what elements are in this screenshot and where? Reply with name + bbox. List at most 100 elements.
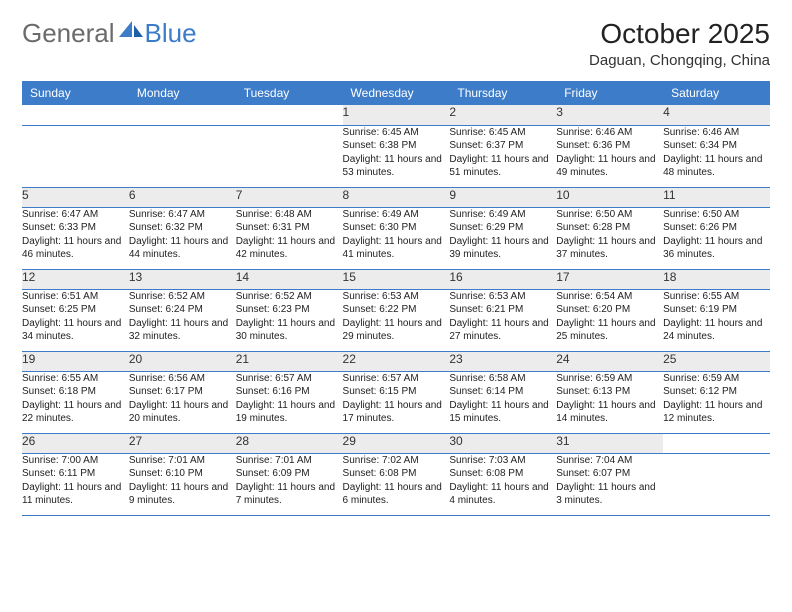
sunrise-text: Sunrise: 6:50 AM	[556, 208, 663, 222]
daylight-text: Daylight: 11 hours and 44 minutes.	[129, 235, 236, 262]
day-number-cell: 5	[22, 187, 129, 207]
day-number-cell: 3	[556, 105, 663, 125]
day-detail-row: Sunrise: 6:45 AMSunset: 6:38 PMDaylight:…	[22, 125, 770, 187]
day-number-cell: 22	[343, 351, 450, 371]
daylight-text: Daylight: 11 hours and 22 minutes.	[22, 399, 129, 426]
sunset-text: Sunset: 6:31 PM	[236, 221, 343, 235]
day-detail-cell: Sunrise: 6:52 AMSunset: 6:23 PMDaylight:…	[236, 289, 343, 351]
sunset-text: Sunset: 6:28 PM	[556, 221, 663, 235]
day-number-cell: 10	[556, 187, 663, 207]
day-number-cell	[22, 105, 129, 125]
daylight-text: Daylight: 11 hours and 37 minutes.	[556, 235, 663, 262]
day-detail-cell: Sunrise: 6:45 AMSunset: 6:37 PMDaylight:…	[449, 125, 556, 187]
day-number-cell: 20	[129, 351, 236, 371]
daylight-text: Daylight: 11 hours and 24 minutes.	[663, 317, 770, 344]
day-detail-cell	[663, 453, 770, 515]
daylight-text: Daylight: 11 hours and 39 minutes.	[449, 235, 556, 262]
day-number-cell: 31	[556, 433, 663, 453]
logo-text-general: General	[22, 18, 115, 49]
sunrise-text: Sunrise: 6:54 AM	[556, 290, 663, 304]
weekday-header: Wednesday	[343, 81, 450, 105]
header: General Blue October 2025 Daguan, Chongq…	[22, 18, 770, 69]
weekday-header-row: SundayMondayTuesdayWednesdayThursdayFrid…	[22, 81, 770, 105]
sunrise-text: Sunrise: 6:57 AM	[343, 372, 450, 386]
day-number-cell: 11	[663, 187, 770, 207]
sunrise-text: Sunrise: 6:53 AM	[449, 290, 556, 304]
day-number-cell: 7	[236, 187, 343, 207]
daylight-text: Daylight: 11 hours and 11 minutes.	[22, 481, 129, 508]
daylight-text: Daylight: 11 hours and 14 minutes.	[556, 399, 663, 426]
day-detail-cell: Sunrise: 6:55 AMSunset: 6:19 PMDaylight:…	[663, 289, 770, 351]
sunrise-text: Sunrise: 6:59 AM	[663, 372, 770, 386]
day-number-cell: 6	[129, 187, 236, 207]
daylight-text: Daylight: 11 hours and 6 minutes.	[343, 481, 450, 508]
day-detail-cell: Sunrise: 6:52 AMSunset: 6:24 PMDaylight:…	[129, 289, 236, 351]
sunset-text: Sunset: 6:16 PM	[236, 385, 343, 399]
sunset-text: Sunset: 6:09 PM	[236, 467, 343, 481]
daylight-text: Daylight: 11 hours and 15 minutes.	[449, 399, 556, 426]
logo-sail-icon	[119, 21, 143, 39]
sunrise-text: Sunrise: 7:01 AM	[236, 454, 343, 468]
logo-text-blue: Blue	[145, 18, 197, 49]
daylight-text: Daylight: 11 hours and 17 minutes.	[343, 399, 450, 426]
sunset-text: Sunset: 6:32 PM	[129, 221, 236, 235]
sunrise-text: Sunrise: 7:01 AM	[129, 454, 236, 468]
day-number-cell: 23	[449, 351, 556, 371]
day-detail-cell: Sunrise: 7:03 AMSunset: 6:08 PMDaylight:…	[449, 453, 556, 515]
day-number-cell: 30	[449, 433, 556, 453]
day-detail-cell: Sunrise: 6:49 AMSunset: 6:30 PMDaylight:…	[343, 207, 450, 269]
sunset-text: Sunset: 6:11 PM	[22, 467, 129, 481]
sunset-text: Sunset: 6:38 PM	[343, 139, 450, 153]
day-detail-cell: Sunrise: 6:59 AMSunset: 6:13 PMDaylight:…	[556, 371, 663, 433]
day-detail-cell	[22, 125, 129, 187]
day-number-cell: 2	[449, 105, 556, 125]
sunset-text: Sunset: 6:13 PM	[556, 385, 663, 399]
daylight-text: Daylight: 11 hours and 32 minutes.	[129, 317, 236, 344]
day-detail-cell: Sunrise: 6:46 AMSunset: 6:36 PMDaylight:…	[556, 125, 663, 187]
day-detail-cell: Sunrise: 6:56 AMSunset: 6:17 PMDaylight:…	[129, 371, 236, 433]
sunset-text: Sunset: 6:18 PM	[22, 385, 129, 399]
day-number-cell: 29	[343, 433, 450, 453]
day-number-cell: 28	[236, 433, 343, 453]
day-detail-cell: Sunrise: 6:57 AMSunset: 6:15 PMDaylight:…	[343, 371, 450, 433]
day-number-cell: 8	[343, 187, 450, 207]
daylight-text: Daylight: 11 hours and 36 minutes.	[663, 235, 770, 262]
weekday-header: Tuesday	[236, 81, 343, 105]
sunset-text: Sunset: 6:10 PM	[129, 467, 236, 481]
daylight-text: Daylight: 11 hours and 19 minutes.	[236, 399, 343, 426]
day-detail-cell: Sunrise: 6:53 AMSunset: 6:22 PMDaylight:…	[343, 289, 450, 351]
day-detail-cell: Sunrise: 7:00 AMSunset: 6:11 PMDaylight:…	[22, 453, 129, 515]
day-number-cell: 16	[449, 269, 556, 289]
sunrise-text: Sunrise: 6:55 AM	[22, 372, 129, 386]
daylight-text: Daylight: 11 hours and 51 minutes.	[449, 153, 556, 180]
day-detail-cell: Sunrise: 6:59 AMSunset: 6:12 PMDaylight:…	[663, 371, 770, 433]
sunset-text: Sunset: 6:19 PM	[663, 303, 770, 317]
sunset-text: Sunset: 6:22 PM	[343, 303, 450, 317]
daylight-text: Daylight: 11 hours and 29 minutes.	[343, 317, 450, 344]
day-detail-cell: Sunrise: 6:49 AMSunset: 6:29 PMDaylight:…	[449, 207, 556, 269]
day-detail-row: Sunrise: 6:55 AMSunset: 6:18 PMDaylight:…	[22, 371, 770, 433]
sunset-text: Sunset: 6:14 PM	[449, 385, 556, 399]
daylight-text: Daylight: 11 hours and 20 minutes.	[129, 399, 236, 426]
day-number-cell	[236, 105, 343, 125]
sunrise-text: Sunrise: 6:46 AM	[663, 126, 770, 140]
day-number-cell: 14	[236, 269, 343, 289]
logo: General Blue	[22, 18, 197, 49]
sunrise-text: Sunrise: 6:49 AM	[449, 208, 556, 222]
day-detail-row: Sunrise: 7:00 AMSunset: 6:11 PMDaylight:…	[22, 453, 770, 515]
day-detail-cell: Sunrise: 6:50 AMSunset: 6:26 PMDaylight:…	[663, 207, 770, 269]
sunset-text: Sunset: 6:08 PM	[449, 467, 556, 481]
sunset-text: Sunset: 6:26 PM	[663, 221, 770, 235]
day-number-cell: 9	[449, 187, 556, 207]
day-detail-cell: Sunrise: 6:51 AMSunset: 6:25 PMDaylight:…	[22, 289, 129, 351]
day-number-cell: 15	[343, 269, 450, 289]
day-number-cell: 25	[663, 351, 770, 371]
day-number-row: 1234	[22, 105, 770, 125]
daylight-text: Daylight: 11 hours and 7 minutes.	[236, 481, 343, 508]
day-detail-cell: Sunrise: 7:01 AMSunset: 6:10 PMDaylight:…	[129, 453, 236, 515]
daylight-text: Daylight: 11 hours and 25 minutes.	[556, 317, 663, 344]
daylight-text: Daylight: 11 hours and 27 minutes.	[449, 317, 556, 344]
day-number-cell	[663, 433, 770, 453]
daylight-text: Daylight: 11 hours and 12 minutes.	[663, 399, 770, 426]
day-detail-cell: Sunrise: 7:01 AMSunset: 6:09 PMDaylight:…	[236, 453, 343, 515]
